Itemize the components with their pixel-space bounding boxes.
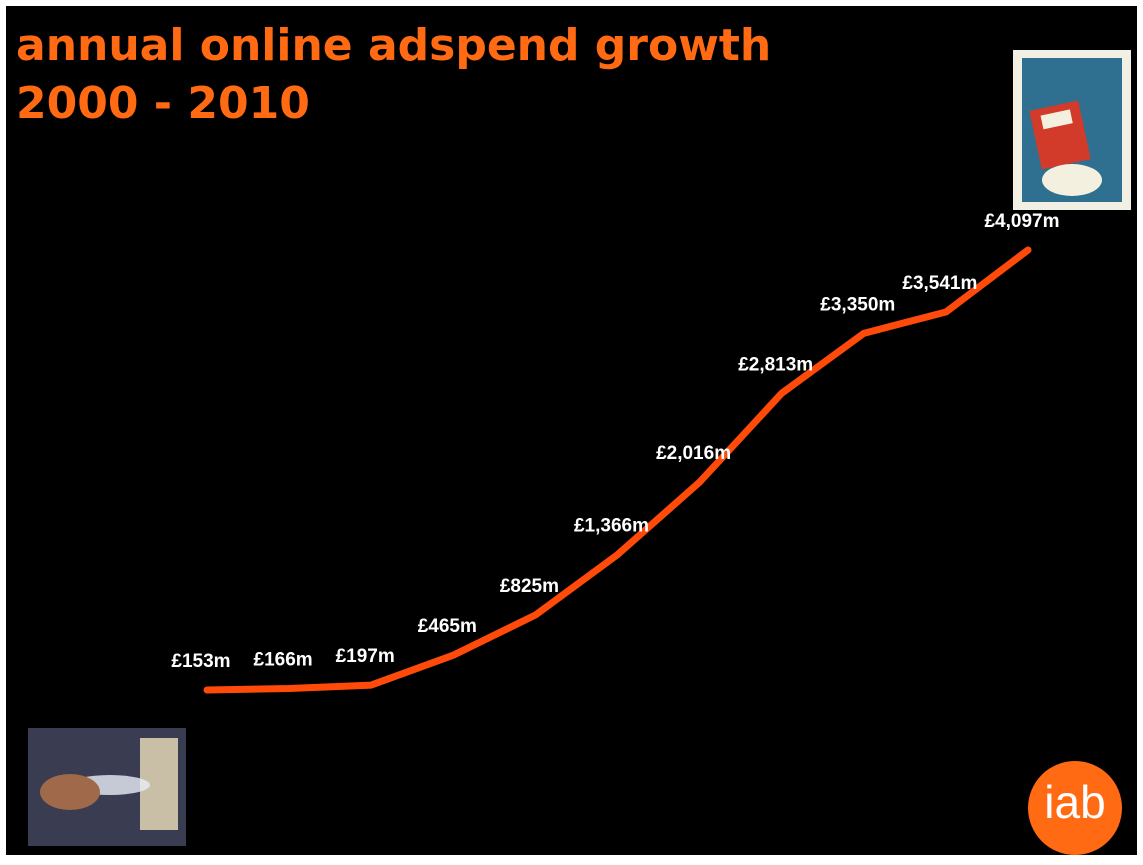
value-label: £153m [171,651,230,672]
value-label: £2,813m [738,354,813,375]
title-line-2: 2000 - 2010 [16,78,310,129]
switch-image [28,728,186,846]
value-label: £465m [418,616,477,637]
slide: annual online adspend growth 2000 - 2010… [0,0,1143,861]
value-label: £3,350m [820,294,895,315]
value-label: £3,541m [902,273,977,294]
poster-image [1013,50,1131,210]
value-label: £197m [336,646,395,667]
title-line-1: annual online adspend growth [16,20,771,71]
iab-logo: iab [1028,761,1122,855]
logo-text: iab [1044,776,1105,828]
value-label: £825m [500,576,559,597]
value-label: £4,097m [984,211,1059,232]
value-label: £166m [254,650,313,671]
value-label: £2,016m [656,443,731,464]
slide-background [6,6,1137,855]
page: {"chart_data": {"type": "line", "title_l… [0,0,1143,861]
value-label: £1,366m [574,516,649,537]
